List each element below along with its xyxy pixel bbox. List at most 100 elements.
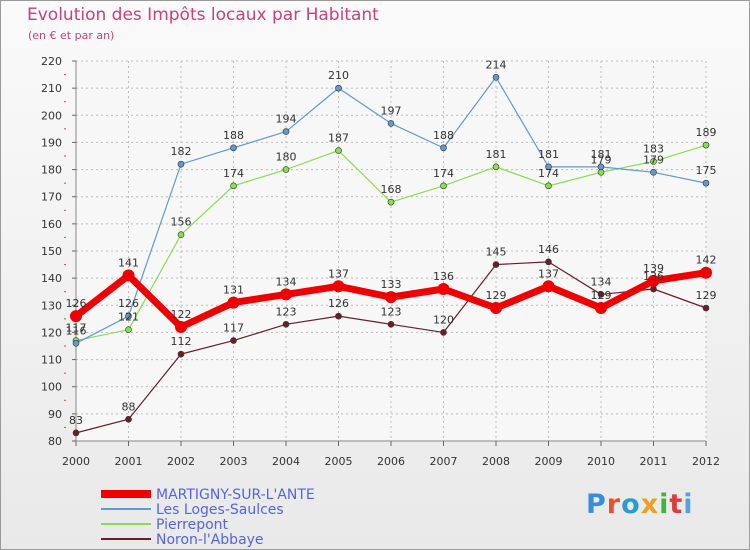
data-label: 117	[223, 322, 244, 335]
data-point	[177, 231, 185, 239]
data-label: 83	[69, 414, 83, 427]
data-label: 126	[328, 297, 349, 310]
data-label: 214	[486, 58, 507, 71]
y-tick-label: 210	[41, 82, 62, 95]
y-tick-label: 100	[41, 381, 62, 394]
data-point	[230, 337, 237, 344]
y-tick-label: 220	[41, 55, 62, 68]
data-label: 174	[433, 167, 454, 180]
y-tick-label: 120	[41, 326, 62, 339]
y-tick-label: 90	[48, 408, 62, 421]
data-label: 134	[276, 275, 297, 288]
logo-letter: t	[669, 489, 684, 520]
data-point	[440, 144, 447, 152]
data-point	[385, 291, 397, 304]
data-point	[650, 158, 657, 165]
data-point	[492, 163, 500, 171]
x-axis-ticks: 2000 2001 2002 2003 2004 2005 2006 2007 2008 2009…	[62, 441, 720, 468]
legend-label: Pierrepont	[156, 517, 229, 533]
data-point	[647, 274, 660, 287]
x-tick-label: 2002	[167, 455, 195, 468]
x-tick-label: 2010	[587, 455, 615, 468]
x-tick-label: 2006	[377, 455, 405, 468]
x-tick-label: 2004	[272, 455, 300, 468]
data-label: 136	[643, 270, 664, 283]
data-label: 180	[276, 151, 297, 164]
data-point	[122, 269, 135, 282]
y-tick-label: 200	[41, 109, 62, 122]
data-point	[282, 128, 290, 135]
data-label: 179	[643, 153, 664, 166]
data-label: 179	[591, 153, 612, 166]
logo-letter: x	[640, 489, 660, 520]
data-point	[125, 415, 132, 423]
data-label: 123	[381, 305, 402, 318]
data-point	[440, 329, 447, 336]
data-label: 121	[118, 311, 139, 324]
data-label: 182	[171, 145, 192, 158]
data-point	[72, 339, 80, 347]
data-label: 129	[486, 289, 507, 302]
data-label: 189	[696, 126, 717, 139]
data-label: 197	[381, 104, 402, 117]
data-point	[545, 182, 552, 190]
logo-letter: i	[659, 489, 670, 520]
data-point	[702, 304, 710, 312]
data-label: 126	[118, 297, 139, 310]
logo-letter: i	[683, 489, 694, 520]
y-tick-label: 170	[41, 191, 62, 204]
proxiti-logo: Proxiti	[586, 489, 694, 520]
logo-letter: r	[606, 489, 622, 520]
data-point	[282, 320, 290, 328]
x-tick-label: 2011	[640, 455, 668, 468]
y-tick-label: 160	[41, 218, 62, 231]
legend-label: Noron-l'Abbaye	[156, 532, 264, 548]
x-tick-label: 2005	[325, 455, 353, 468]
data-point	[437, 283, 450, 295]
data-label: 146	[538, 243, 559, 256]
data-point	[650, 168, 657, 176]
data-label: 210	[328, 69, 349, 82]
data-point	[335, 312, 342, 320]
data-label: 112	[171, 335, 192, 348]
logo-letter: P	[586, 489, 607, 520]
data-point	[335, 147, 342, 154]
y-axis-ticks: 80 90 100 110 120 130 140 150 160 170 180 190 200 210…	[41, 55, 76, 448]
y-tick-label: 150	[41, 245, 62, 258]
data-label: 142	[696, 254, 717, 267]
data-point	[440, 182, 447, 190]
data-point	[597, 168, 605, 176]
data-point	[227, 296, 240, 309]
data-label: 188	[433, 129, 454, 142]
data-point	[492, 261, 500, 268]
data-point	[175, 321, 187, 333]
data-point	[72, 429, 80, 437]
y-tick-label: 80	[48, 435, 62, 448]
chart-subtitle: (en € et par an)	[28, 29, 115, 42]
data-label: 136	[433, 270, 454, 283]
data-label: 88	[122, 400, 136, 413]
data-label: 168	[381, 183, 402, 196]
logo-letter: o	[621, 489, 641, 520]
data-point	[70, 310, 82, 323]
data-label: 187	[328, 132, 349, 145]
y-tick-label: 110	[41, 354, 62, 367]
y-tick-label: 190	[41, 136, 62, 149]
data-point	[702, 179, 710, 187]
data-label: 181	[538, 148, 559, 161]
data-point	[387, 320, 395, 328]
x-tick-label: 2009	[535, 455, 563, 468]
data-label: 129	[696, 289, 717, 302]
data-label: 174	[223, 167, 244, 180]
data-label: 137	[538, 267, 559, 280]
data-point	[650, 285, 657, 293]
data-point	[545, 163, 552, 171]
data-point	[700, 266, 712, 279]
x-tick-label: 2008	[482, 455, 510, 468]
data-label: 156	[171, 216, 192, 229]
data-label: 137	[328, 267, 349, 280]
data-label: 181	[591, 148, 612, 161]
data-label: 129	[591, 289, 612, 302]
